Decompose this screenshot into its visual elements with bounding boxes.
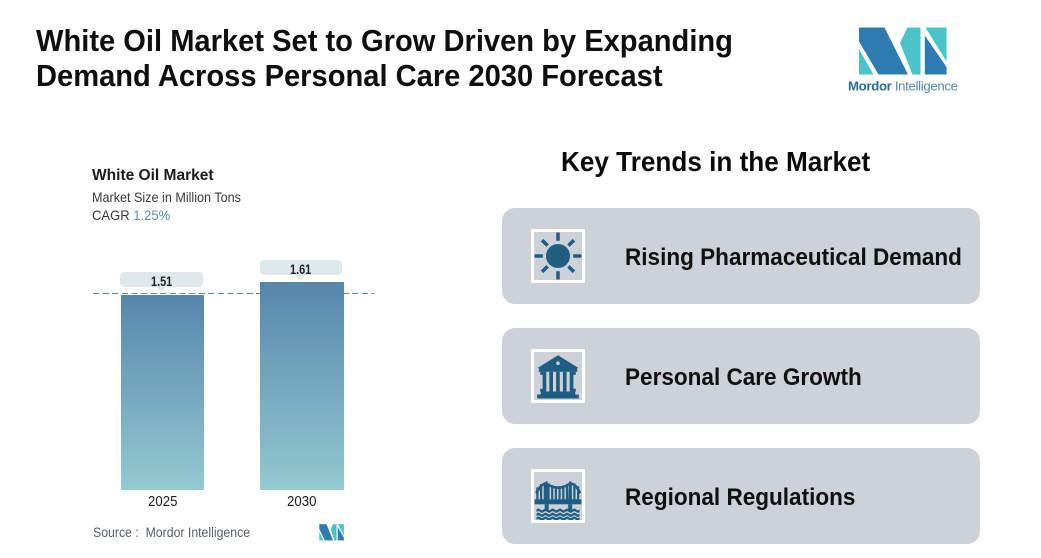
- svg-text:Mordor Intelligence: Mordor Intelligence: [848, 79, 958, 94]
